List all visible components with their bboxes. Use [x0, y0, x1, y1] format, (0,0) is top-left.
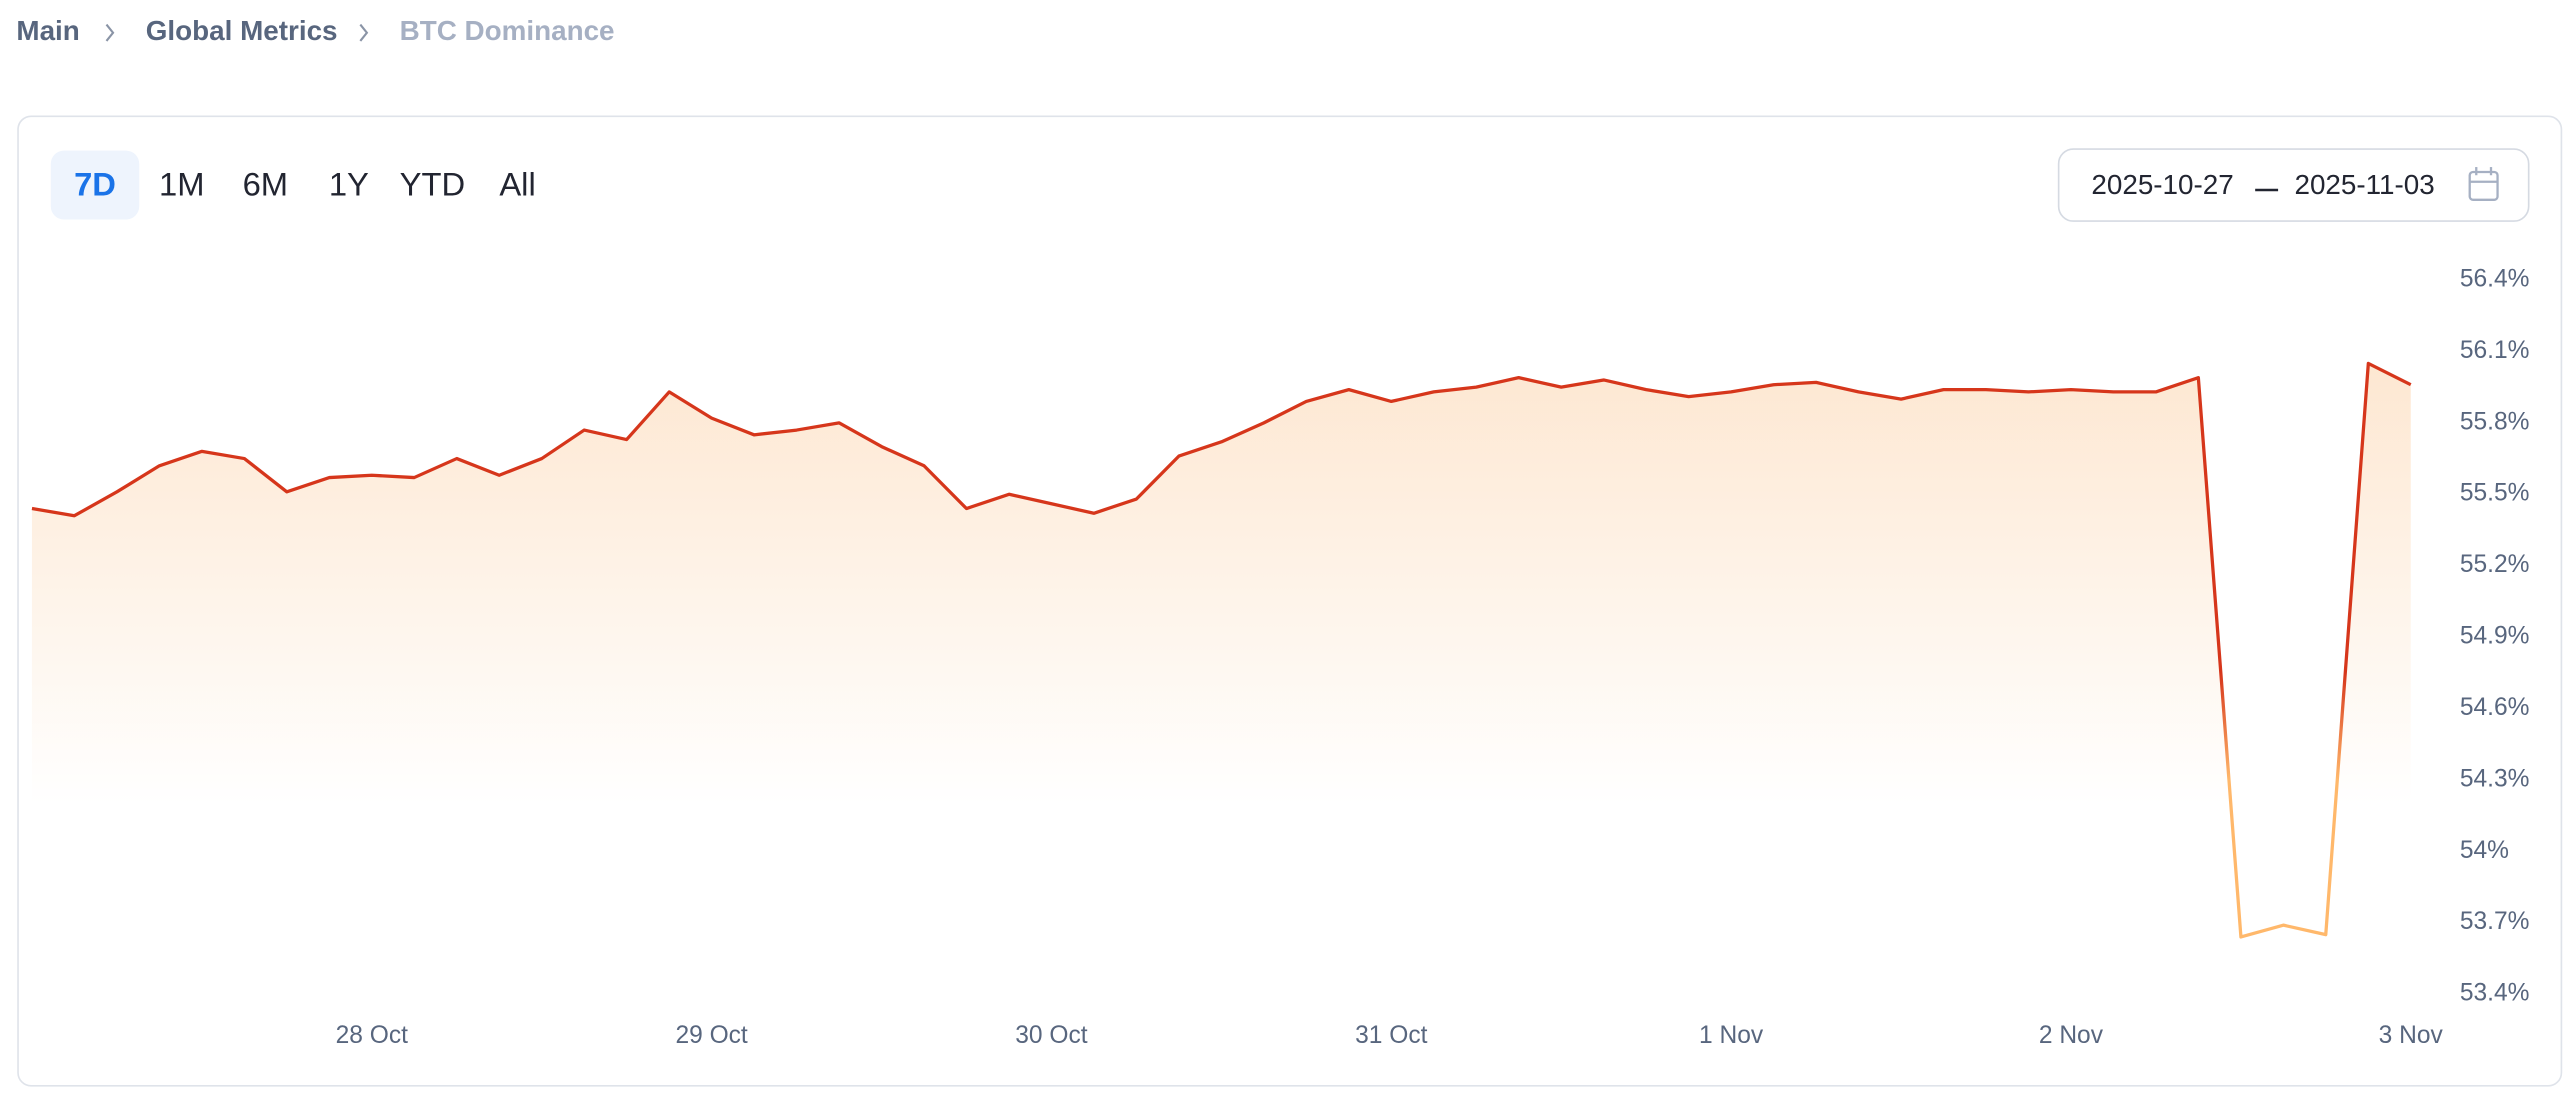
plot: 53.4% 53.7% 54% 54.3% 54.6% 54.9% 55.2% 55.5% 55…: [31, 266, 2530, 1049]
y-tick-label: 54.3%: [2460, 765, 2530, 792]
area: [31, 363, 2411, 995]
range-button[interactable]: YTD: [400, 165, 466, 202]
line: [31, 361, 2412, 939]
breadcrumb[interactable]: Main: [16, 15, 79, 46]
range-button[interactable]: All: [499, 165, 535, 202]
y-tick-label: 55.8%: [2460, 408, 2530, 435]
range-button[interactable]: 1Y: [329, 165, 369, 202]
x-tick-label: 2 Nov: [2039, 1022, 2104, 1049]
calendar-icon: [2468, 167, 2499, 201]
x-tick-label: 29 Oct: [675, 1022, 747, 1049]
date-picker[interactable]: [2057, 148, 2530, 222]
range-button-bg: [50, 150, 140, 220]
date-start: 2025-10-27: [2091, 169, 2233, 200]
x-tick-label: 28 Oct: [336, 1022, 408, 1049]
y-tick-label: 53.7%: [2460, 908, 2530, 935]
range-button[interactable]: 7D: [74, 165, 116, 202]
y-tick-label: 56.1%: [2460, 337, 2530, 364]
range-button[interactable]: 1M: [159, 165, 205, 202]
range-toolbar: 7D 1M 6M 1Y YTD All: [50, 150, 536, 220]
y-tick-label: 54.9%: [2460, 623, 2530, 650]
x-tick-label: 1 Nov: [1699, 1022, 1764, 1049]
breadcrumbs: Main Global Metrics BTC Dominance: [16, 15, 614, 46]
y-tick-label: 56.4%: [2460, 266, 2530, 293]
y-tick-label: 55.2%: [2460, 551, 2530, 578]
y-tick-label: 54%: [2460, 837, 2509, 864]
breadcrumb-chevron: [359, 23, 369, 42]
y-tick-label: 53.4%: [2460, 980, 2530, 1007]
y-tick-label: 54.6%: [2460, 694, 2530, 721]
x-tick-label: 3 Nov: [2379, 1022, 2444, 1049]
breadcrumb[interactable]: Global Metrics: [146, 15, 338, 46]
x-tick-label: 31 Oct: [1355, 1022, 1427, 1049]
breadcrumb-chevron: [105, 23, 115, 42]
y-tick-label: 55.5%: [2460, 480, 2530, 507]
breadcrumb: BTC Dominance: [400, 15, 615, 46]
date-end: 2025-11-03: [2294, 169, 2434, 200]
range-button[interactable]: 6M: [243, 165, 289, 202]
x-tick-label: 30 Oct: [1015, 1022, 1087, 1049]
